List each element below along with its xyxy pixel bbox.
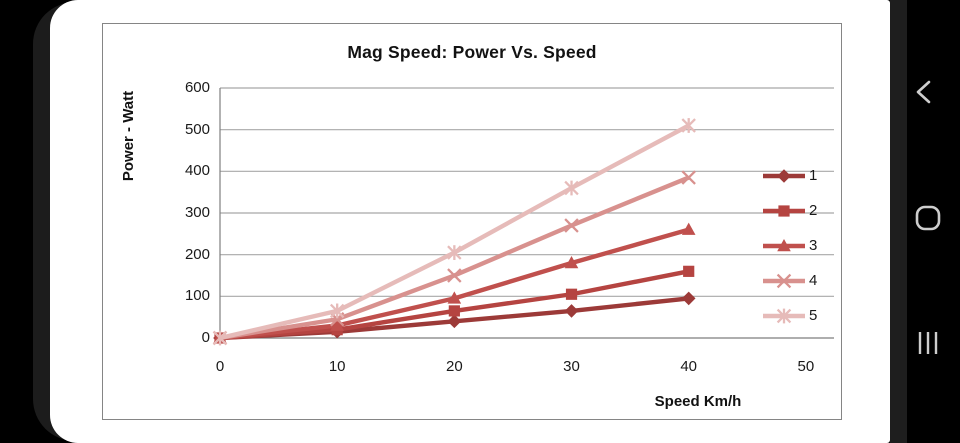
home-button[interactable]	[914, 204, 950, 240]
series-1-diamond-marker	[681, 291, 696, 306]
chart-title: Mag Speed: Power Vs. Speed	[347, 42, 597, 62]
legend-4-x-marker	[776, 273, 792, 289]
y-tick-label-0: 0	[201, 329, 210, 346]
plot-canvas	[212, 87, 834, 346]
legend-label-1: 1	[809, 167, 818, 184]
x-tick-label-30: 30	[563, 358, 580, 375]
three-vertical-bars-icon	[918, 332, 938, 354]
legend-2-square-marker	[778, 205, 790, 217]
series-2-square-marker	[448, 305, 460, 317]
series-2-square-marker	[565, 288, 578, 300]
series-2-square-marker	[683, 265, 695, 277]
x-axis-title: Speed Km/h	[654, 393, 742, 410]
series-4-x-marker	[564, 218, 579, 233]
legend-label-5: 5	[809, 307, 818, 324]
legend-label-3: 3	[809, 237, 818, 254]
back-button[interactable]	[914, 79, 950, 115]
phone-screen: Mag Speed: Power Vs. Speed Power - Watt …	[50, 0, 890, 443]
legend-label-4: 4	[809, 272, 818, 289]
rounded-square-icon	[915, 205, 941, 231]
series-4-x-marker	[447, 268, 462, 283]
series-1-diamond-marker	[447, 314, 462, 329]
recents-button[interactable]	[914, 329, 950, 365]
chevron-left-icon	[916, 80, 931, 104]
y-tick-label-400: 400	[184, 162, 210, 180]
x-tick-label-40: 40	[680, 358, 698, 375]
series-3-triangle-marker	[681, 222, 696, 235]
y-tick-label-600: 600	[184, 79, 210, 96]
y-tick-label-100: 100	[184, 287, 210, 305]
screen-edge-strip	[890, 0, 907, 443]
legend-3-triangle-marker	[777, 239, 791, 252]
y-tick-label-500: 500	[184, 120, 210, 138]
y-tick-label-300: 300	[184, 204, 210, 221]
y-tick-label-200: 200	[184, 245, 210, 263]
x-tick-label-50: 50	[797, 358, 815, 375]
legend-label-2: 2	[809, 202, 818, 219]
x-tick-label-0: 0	[215, 358, 225, 375]
chart-frame: Mag Speed: Power Vs. Speed Power - Watt …	[102, 23, 842, 420]
series-1-diamond-marker	[564, 304, 579, 318]
x-tick-label-20: 20	[446, 358, 463, 375]
series-3-triangle-marker	[447, 291, 462, 304]
series-4-x-marker	[681, 170, 696, 185]
series-3-triangle-marker	[330, 318, 344, 331]
x-tick-label-10: 10	[328, 358, 346, 375]
legend-1-diamond-marker	[777, 169, 791, 183]
series-3-triangle-marker	[564, 256, 579, 269]
